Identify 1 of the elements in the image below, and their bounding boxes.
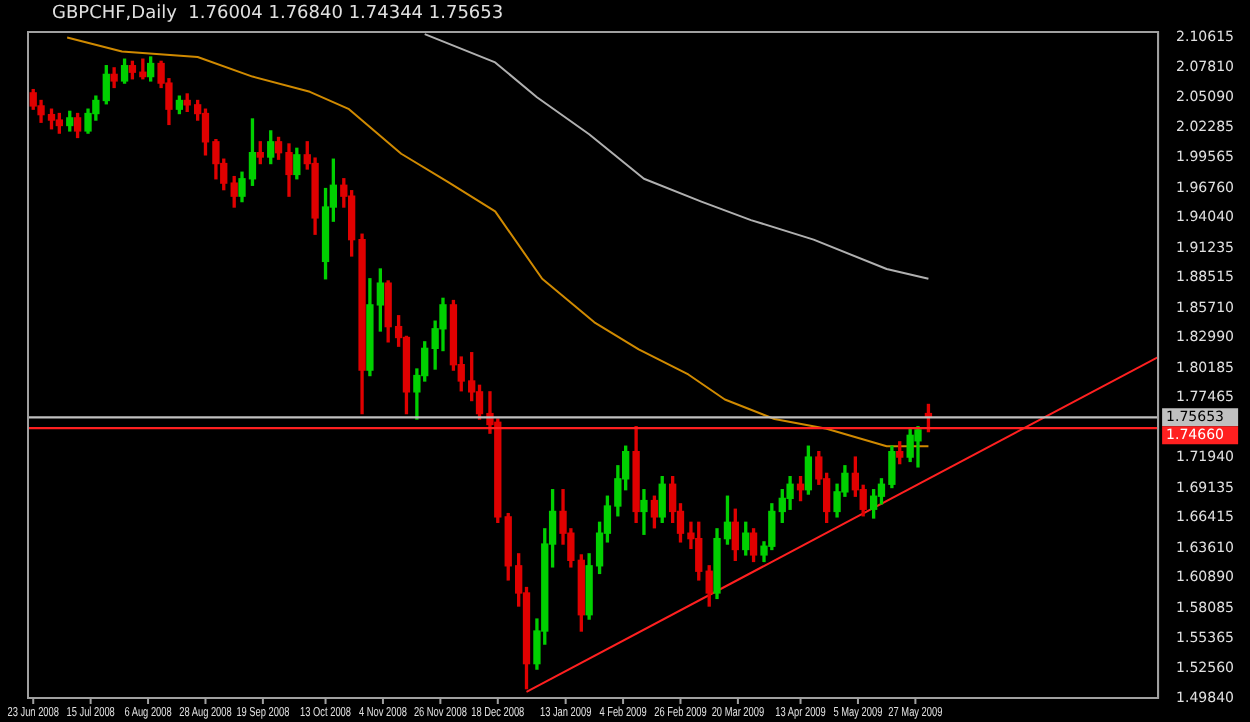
chart-title: GBPCHF,Daily 1.76004 1.76840 1.74344 1.75653: [52, 4, 504, 24]
